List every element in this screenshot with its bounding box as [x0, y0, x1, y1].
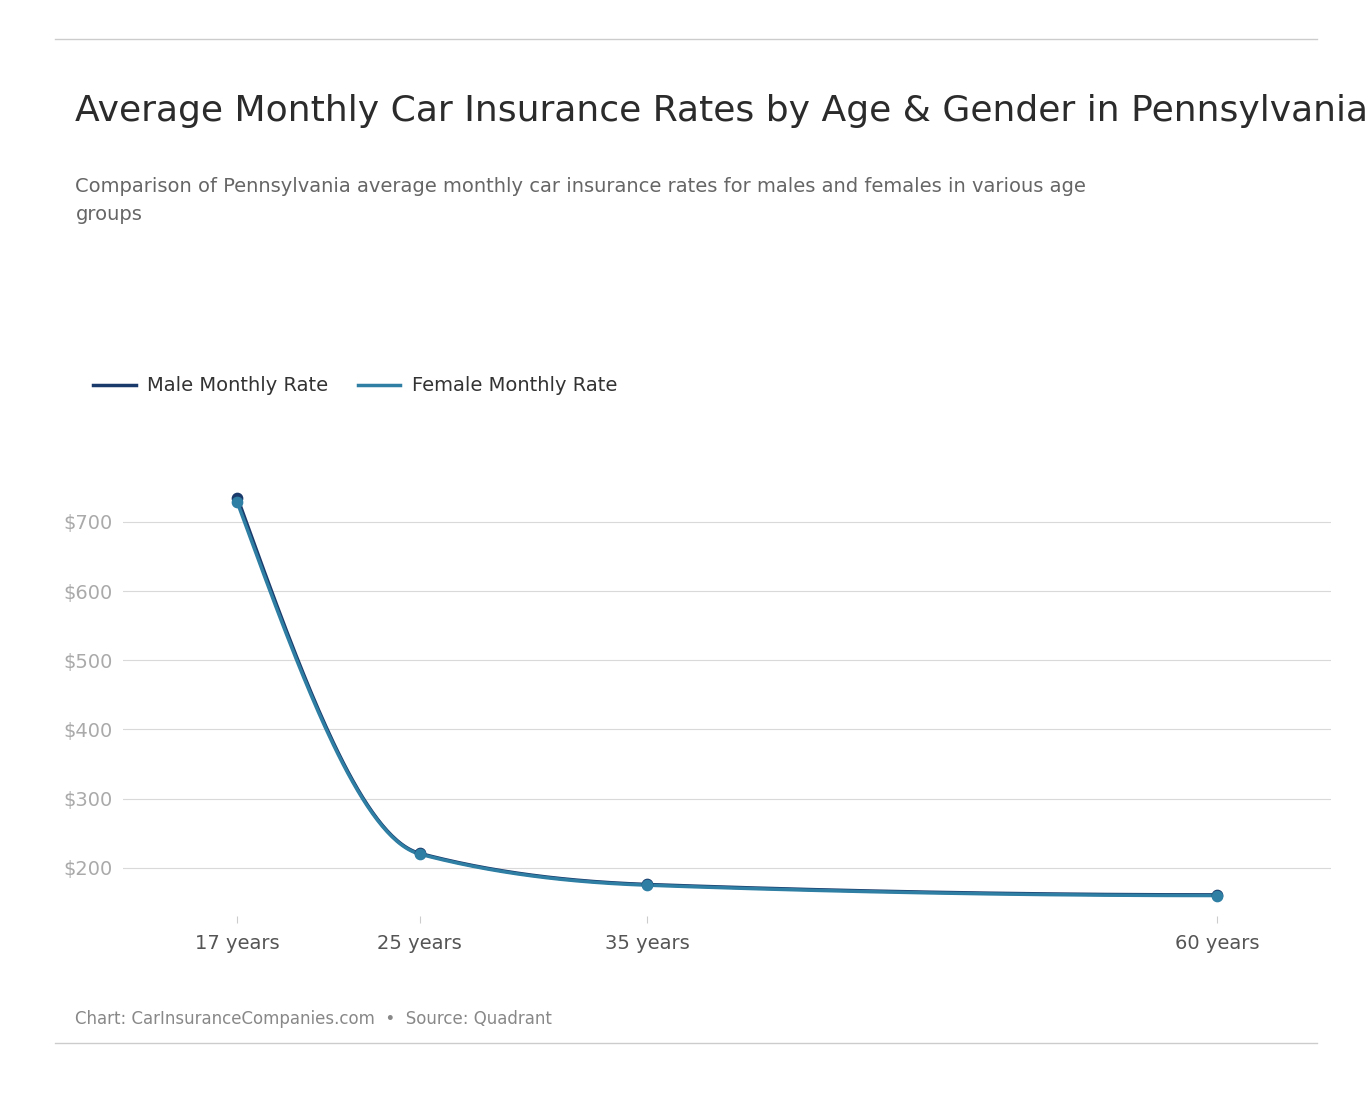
Point [637, 875, 659, 893]
Point [1206, 887, 1228, 904]
Point [637, 877, 659, 894]
Point [226, 493, 248, 511]
Point [409, 846, 431, 863]
Text: Comparison of Pennsylvania average monthly car insurance rates for males and fem: Comparison of Pennsylvania average month… [75, 177, 1087, 224]
Legend: Male Monthly Rate, Female Monthly Rate: Male Monthly Rate, Female Monthly Rate [85, 369, 626, 403]
Point [1206, 887, 1228, 904]
Point [409, 845, 431, 862]
Text: Chart: CarInsuranceCompanies.com  •  Source: Quadrant: Chart: CarInsuranceCompanies.com • Sourc… [75, 1010, 553, 1028]
Point [226, 489, 248, 507]
Text: Average Monthly Car Insurance Rates by Age & Gender in Pennsylvania: Average Monthly Car Insurance Rates by A… [75, 94, 1368, 128]
